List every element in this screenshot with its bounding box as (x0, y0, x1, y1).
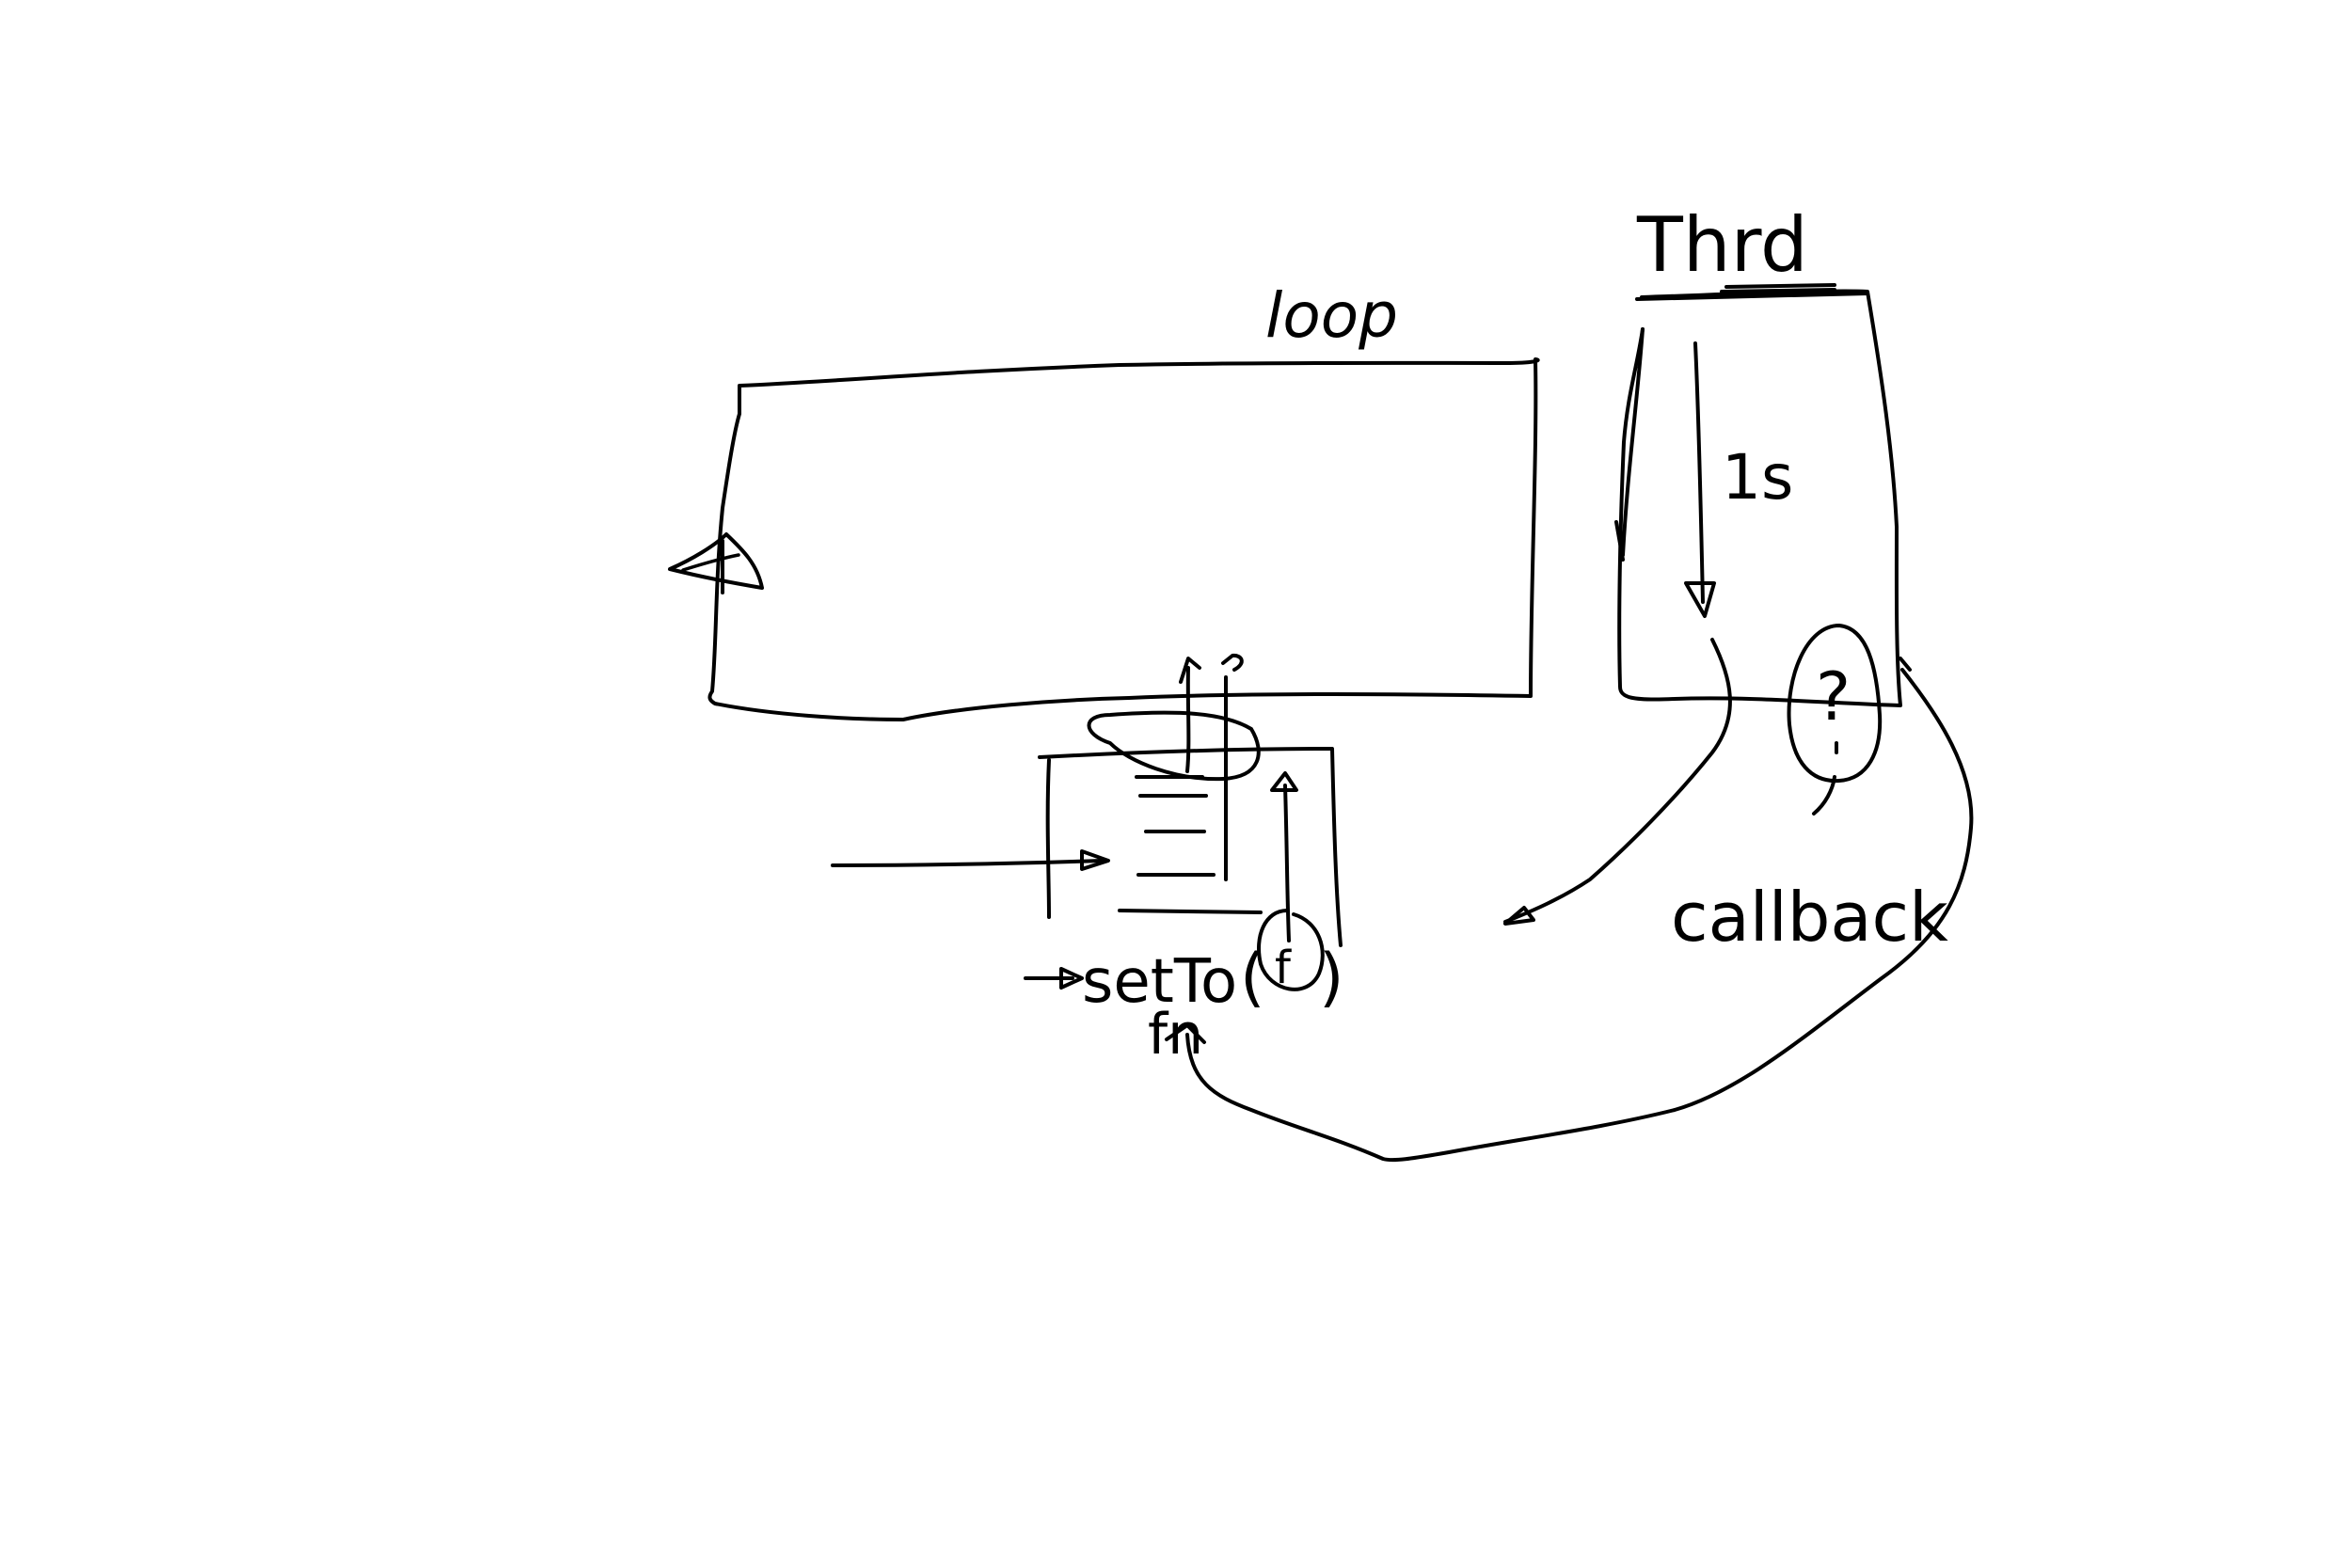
callback-return-arrow (1165, 657, 1974, 1163)
loop-label-text: loop (1265, 279, 1398, 352)
thread-label-text: Thrd (1636, 201, 1808, 289)
question-mark: ? (1816, 658, 1851, 736)
task-queue-box (1038, 747, 1343, 947)
loop-direction-arrow (668, 532, 764, 594)
callback-label: callback (1671, 878, 1948, 957)
loop-label: loop (1265, 279, 1398, 352)
thread-label: Thrd (1636, 201, 1808, 289)
set-timeout-text: setTo (1082, 947, 1237, 1017)
fn-to-queue-arrow: f (1257, 771, 1325, 994)
callback-label-text: callback (1671, 878, 1948, 957)
svg-text:): ) (1319, 941, 1344, 1015)
thread-box (1617, 283, 1902, 707)
fn-label: fn (1148, 1002, 1203, 1068)
queue-input-arrow (831, 849, 1110, 871)
unknown-callback-group: ? (1787, 624, 1883, 816)
svg-text:f: f (1275, 942, 1292, 994)
thread-exit-arrow (1503, 638, 1732, 926)
thread-left-arrow (1614, 327, 1645, 562)
fn-label-text: fn (1148, 1002, 1203, 1068)
svg-text:(: ( (1240, 941, 1265, 1015)
set-timeout-label: setTo ( ) (1024, 941, 1344, 1017)
sleep-label: 1s (1722, 441, 1793, 514)
sleep-label-text: 1s (1722, 441, 1793, 514)
sleep-arrow (1684, 341, 1716, 618)
event-loop-box (707, 357, 1540, 721)
queue-to-loop-arrows (1087, 653, 1261, 881)
